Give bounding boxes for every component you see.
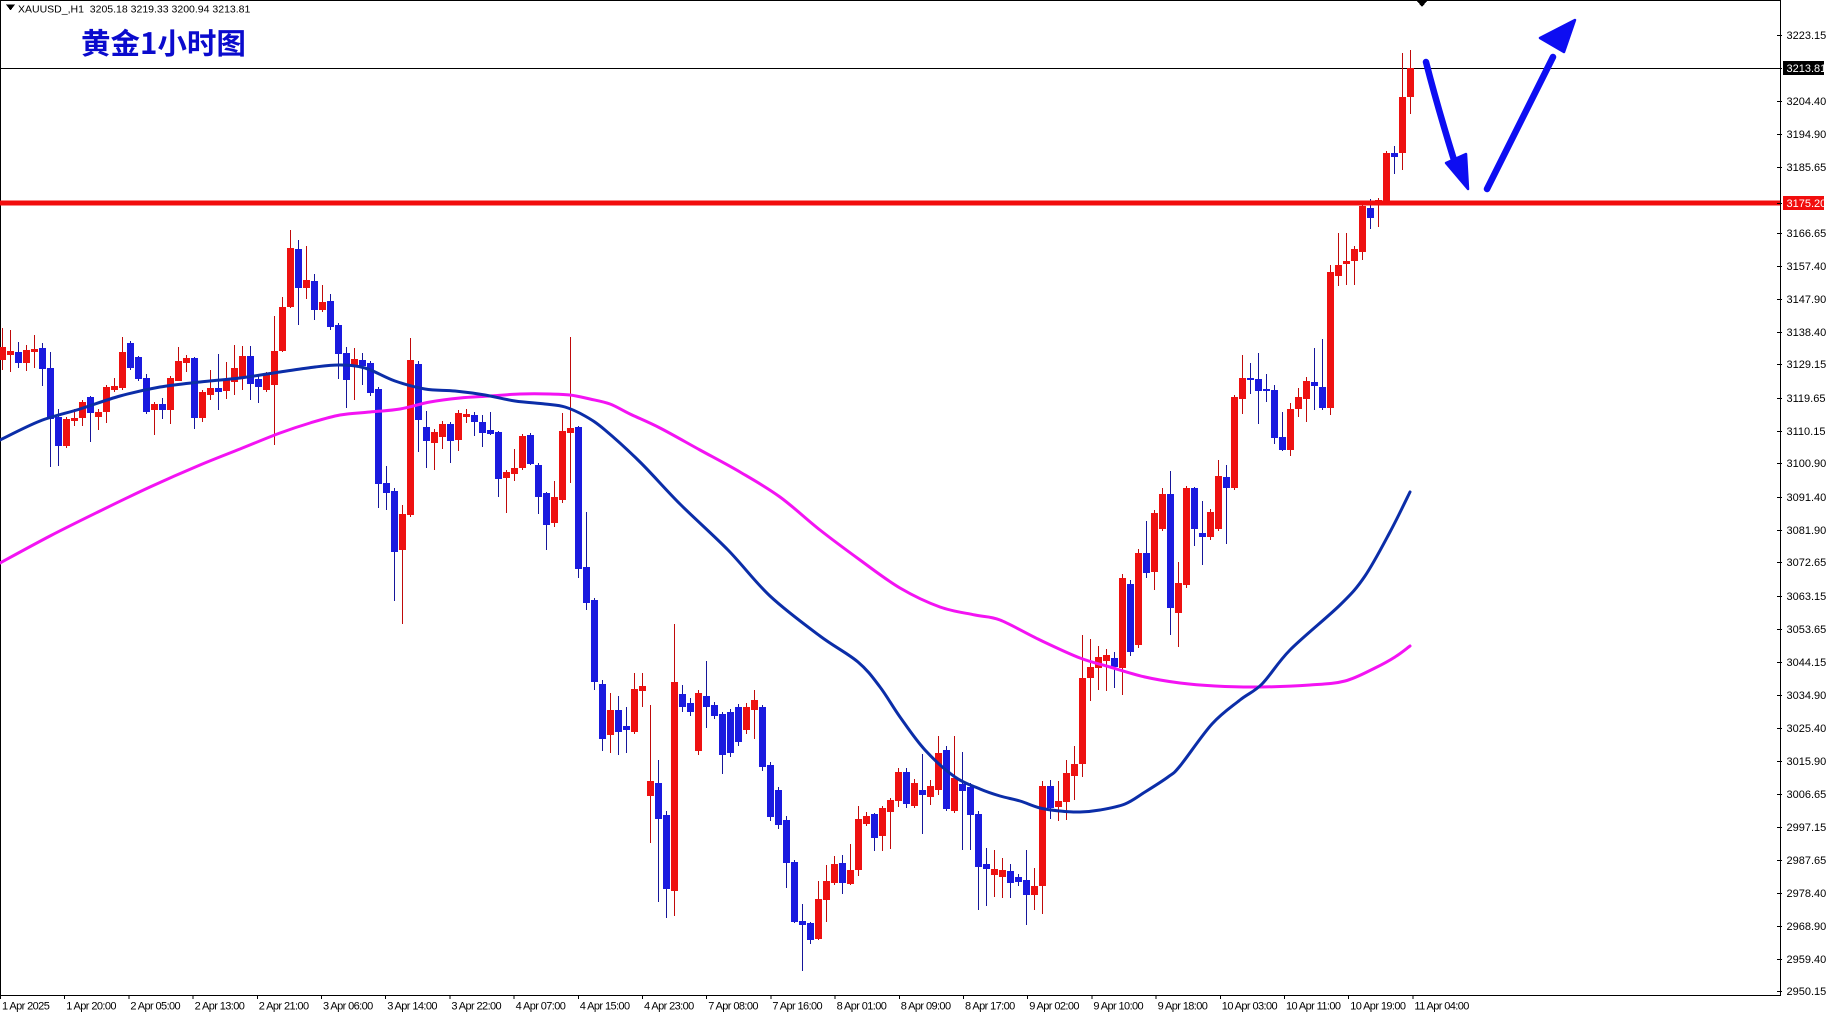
svg-text:8 Apr 17:00: 8 Apr 17:00 [965, 1001, 1015, 1013]
svg-text:3 Apr 14:00: 3 Apr 14:00 [387, 1001, 437, 1013]
svg-text:3175.20: 3175.20 [1787, 198, 1827, 210]
svg-text:9 Apr 10:00: 9 Apr 10:00 [1093, 1001, 1143, 1013]
svg-text:10 Apr 19:00: 10 Apr 19:00 [1350, 1001, 1406, 1013]
svg-text:7 Apr 08:00: 7 Apr 08:00 [708, 1001, 758, 1013]
svg-text:2959.40: 2959.40 [1787, 954, 1827, 966]
svg-text:3006.65: 3006.65 [1787, 789, 1827, 801]
svg-text:2978.40: 2978.40 [1787, 888, 1827, 900]
svg-text:4 Apr 07:00: 4 Apr 07:00 [516, 1001, 566, 1013]
svg-text:3015.90: 3015.90 [1787, 756, 1827, 768]
svg-text:7 Apr 16:00: 7 Apr 16:00 [772, 1001, 822, 1013]
svg-text:3213.81: 3213.81 [1787, 63, 1827, 75]
svg-text:3053.65: 3053.65 [1787, 624, 1827, 636]
svg-text:1 Apr 2025: 1 Apr 2025 [2, 1001, 50, 1013]
svg-text:9 Apr 02:00: 9 Apr 02:00 [1029, 1001, 1079, 1013]
svg-text:3110.15: 3110.15 [1787, 426, 1826, 438]
svg-text:11 Apr 04:00: 11 Apr 04:00 [1414, 1001, 1469, 1013]
svg-text:2997.15: 2997.15 [1787, 822, 1827, 834]
svg-text:3138.40: 3138.40 [1787, 327, 1827, 339]
svg-text:3044.15: 3044.15 [1787, 657, 1827, 669]
svg-text:3025.40: 3025.40 [1787, 723, 1827, 735]
svg-text:3185.65: 3185.65 [1787, 162, 1827, 174]
svg-text:3157.40: 3157.40 [1787, 261, 1827, 273]
svg-text:3147.90: 3147.90 [1787, 294, 1827, 306]
svg-text:3194.90: 3194.90 [1787, 129, 1827, 141]
svg-text:3063.15: 3063.15 [1787, 591, 1827, 603]
svg-text:8 Apr 09:00: 8 Apr 09:00 [901, 1001, 951, 1013]
svg-text:XAUUSD_,H1 3205.18 3219.33 32: XAUUSD_,H1 3205.18 3219.33 3200.94 3213.… [18, 4, 251, 16]
svg-text:3 Apr 22:00: 3 Apr 22:00 [451, 1001, 501, 1013]
svg-text:3072.65: 3072.65 [1787, 557, 1827, 569]
svg-text:3129.15: 3129.15 [1787, 359, 1827, 371]
svg-text:9 Apr 18:00: 9 Apr 18:00 [1158, 1001, 1208, 1013]
svg-text:3166.65: 3166.65 [1787, 228, 1827, 240]
svg-text:3 Apr 06:00: 3 Apr 06:00 [323, 1001, 373, 1013]
svg-text:4 Apr 15:00: 4 Apr 15:00 [580, 1001, 630, 1013]
svg-text:10 Apr 03:00: 10 Apr 03:00 [1222, 1001, 1278, 1013]
svg-text:4 Apr 23:00: 4 Apr 23:00 [644, 1001, 694, 1013]
svg-text:10 Apr 11:00: 10 Apr 11:00 [1286, 1001, 1341, 1013]
svg-text:8 Apr 01:00: 8 Apr 01:00 [837, 1001, 887, 1013]
svg-text:3223.15: 3223.15 [1787, 30, 1827, 42]
svg-text:1 Apr 20:00: 1 Apr 20:00 [66, 1001, 116, 1013]
svg-text:2 Apr 13:00: 2 Apr 13:00 [195, 1001, 245, 1013]
svg-text:2968.90: 2968.90 [1787, 921, 1827, 933]
svg-text:2 Apr 21:00: 2 Apr 21:00 [259, 1001, 309, 1013]
svg-text:3100.90: 3100.90 [1787, 458, 1827, 470]
svg-text:3204.40: 3204.40 [1787, 96, 1827, 108]
svg-text:3119.65: 3119.65 [1787, 393, 1826, 405]
svg-text:2 Apr 05:00: 2 Apr 05:00 [130, 1001, 180, 1013]
svg-text:2950.15: 2950.15 [1787, 986, 1827, 998]
svg-text:2987.65: 2987.65 [1787, 855, 1827, 867]
svg-text:3034.90: 3034.90 [1787, 690, 1827, 702]
svg-text:3091.40: 3091.40 [1787, 492, 1827, 504]
svg-text:3081.90: 3081.90 [1787, 525, 1827, 537]
